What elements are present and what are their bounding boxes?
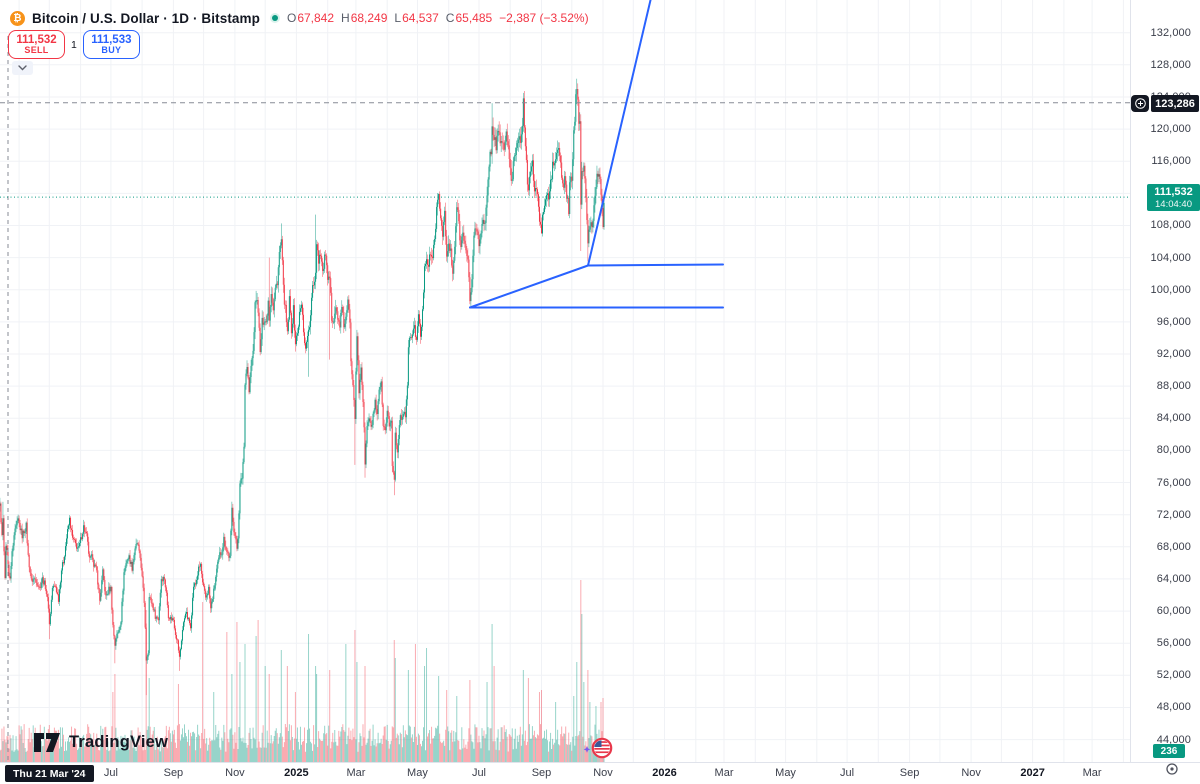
time-tick-label: 2026 xyxy=(652,767,677,779)
time-tick-label: Jul xyxy=(471,767,486,779)
volume-value-label: 236 xyxy=(1153,744,1185,758)
time-tick-label: Jul xyxy=(103,767,118,779)
price-tick-label: 60,000 xyxy=(1156,605,1191,618)
open-value: 67,842 xyxy=(297,11,335,25)
crosshair-price-label: 123,286 xyxy=(1151,95,1199,112)
time-tick-label: Mar xyxy=(1082,767,1102,779)
us-flag-badge-icon xyxy=(583,737,613,759)
tradingview-logo[interactable]: TradingView xyxy=(34,732,168,753)
price-tick-label: 116,000 xyxy=(1151,155,1191,168)
tradingview-brand-text: TradingView xyxy=(69,733,169,751)
high-value: 68,249 xyxy=(350,11,388,25)
candlestick-chart[interactable] xyxy=(0,0,1200,762)
last-price-value: 111,532 xyxy=(1154,185,1193,198)
time-tick-label: Mar xyxy=(714,767,734,779)
sell-price: 111,532 xyxy=(16,33,57,46)
time-tick-label: Nov xyxy=(593,767,613,779)
buy-button[interactable]: 111,533 BUY xyxy=(82,30,140,59)
sell-button[interactable]: 111,532 SELL xyxy=(8,30,65,59)
gear-icon xyxy=(1166,763,1178,775)
trade-panel: 111,532 SELL 1 111,533 BUY xyxy=(8,30,140,59)
spread-value: 1 xyxy=(71,38,77,51)
last-price-label: 111,532 14:04:40 xyxy=(1147,184,1200,211)
low-label: L xyxy=(394,11,402,25)
collapse-panel-button[interactable] xyxy=(12,61,33,75)
chevron-down-icon xyxy=(18,65,27,71)
price-tick-label: 128,000 xyxy=(1150,58,1191,71)
price-tick-label: 96,000 xyxy=(1156,315,1191,328)
price-tick-label: 72,000 xyxy=(1156,508,1191,521)
high-label: H xyxy=(341,11,350,25)
price-tick-label: 92,000 xyxy=(1156,348,1191,361)
price-tick-label: 104,000 xyxy=(1150,251,1191,264)
time-tick-label: Sep xyxy=(531,767,552,779)
price-tick-label: 76,000 xyxy=(1156,476,1191,489)
time-tick-label: 2027 xyxy=(1020,767,1045,779)
open-label: O xyxy=(286,11,297,25)
price-tick-label: 64,000 xyxy=(1156,572,1191,585)
time-tick-label: Sep xyxy=(899,767,920,779)
circle-plus-icon xyxy=(1134,98,1146,109)
time-tick-label: Nov xyxy=(961,767,981,779)
time-tick-label: Jul xyxy=(840,767,855,779)
price-tick-label: 56,000 xyxy=(1156,637,1191,650)
price-tick-label: 100,000 xyxy=(1150,283,1191,296)
low-value: 64,537 xyxy=(402,11,439,25)
price-tick-label: 120,000 xyxy=(1150,123,1191,136)
tradingview-logo-icon xyxy=(34,733,60,752)
time-tick-label: Nov xyxy=(225,767,245,779)
price-tick-label: 52,000 xyxy=(1156,669,1191,682)
add-alert-plus-button[interactable] xyxy=(1131,95,1149,112)
close-value: 65,485 xyxy=(455,11,493,25)
price-axis[interactable]: 132,000128,000124,000120,000116,000112,0… xyxy=(1130,0,1200,762)
symbol-legend: ₿ Bitcoin / U.S. Dollar · 1D · Bitstamp … xyxy=(10,9,589,27)
price-tick-label: 68,000 xyxy=(1156,540,1191,553)
us-economic-event-icon[interactable] xyxy=(583,736,615,761)
time-tick-label: Mar xyxy=(346,767,366,779)
market-status-dot xyxy=(271,15,278,21)
time-tick-label: Sep xyxy=(163,767,184,779)
price-tick-label: 48,000 xyxy=(1156,701,1191,714)
time-tick-label: May xyxy=(775,767,796,779)
symbol-title[interactable]: Bitcoin / U.S. Dollar · 1D · Bitstamp xyxy=(32,10,260,26)
buy-label: BUY xyxy=(101,44,122,55)
sell-label: SELL xyxy=(24,44,49,55)
bitcoin-icon: ₿ xyxy=(10,10,25,26)
price-tick-label: 84,000 xyxy=(1156,412,1191,425)
close-label: C xyxy=(445,11,455,25)
settings-gear-icon[interactable] xyxy=(1164,761,1180,777)
crosshair-date-label: Thu 21 Mar '24 xyxy=(5,765,94,782)
price-tick-label: 132,000 xyxy=(1150,26,1191,39)
time-tick-label: May xyxy=(407,767,428,779)
price-tick-label: 108,000 xyxy=(1150,219,1191,232)
buy-price: 111,533 xyxy=(91,33,132,46)
time-axis[interactable]: Jul Sep Nov 2025 Mar May Jul Sep Nov 2026 Mar May Ju… xyxy=(0,762,1200,784)
countdown-timer: 14:04:40 xyxy=(1155,198,1192,210)
ohlc-values: O 67,842 H 68,249 L 64,537 C 65,485 −2,387 (… xyxy=(287,11,589,25)
time-tick-label: 2025 xyxy=(284,767,309,779)
price-tick-label: 80,000 xyxy=(1156,444,1191,457)
price-tick-label: 88,000 xyxy=(1156,380,1191,393)
price-tick-label: 44,000 xyxy=(1156,733,1191,746)
change-value: −2,387 (−3.52%) xyxy=(499,11,589,25)
